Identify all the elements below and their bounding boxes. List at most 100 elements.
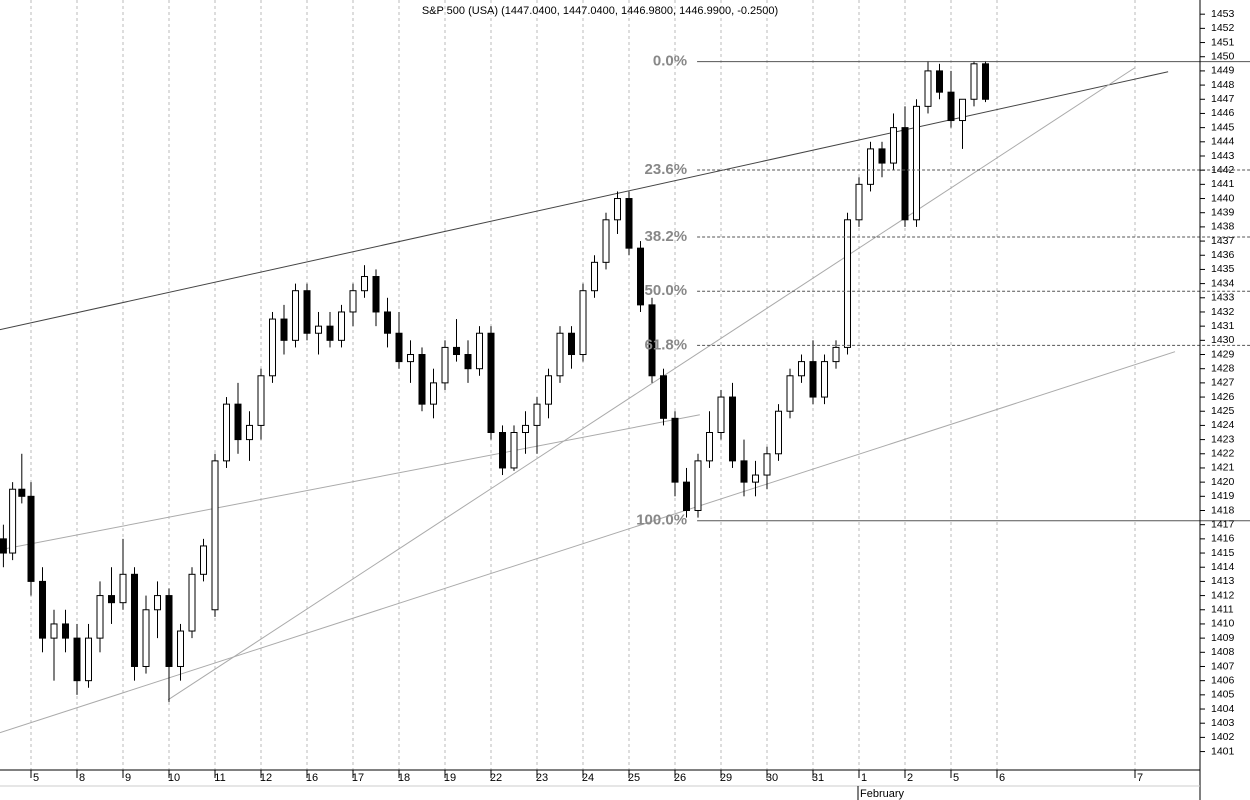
candle-body	[499, 432, 507, 469]
candle-body	[625, 198, 633, 249]
candle-body	[568, 332, 576, 356]
overlays	[0, 67, 1176, 734]
y-tick-label: 1418	[1211, 504, 1235, 516]
y-tick-label: 1432	[1211, 306, 1235, 318]
candle-body	[694, 460, 702, 511]
candle-body	[349, 290, 357, 313]
y-tick-label: 1451	[1211, 36, 1235, 48]
y-tick-label: 1449	[1211, 65, 1235, 77]
candle-body	[119, 573, 127, 604]
candle-body	[407, 354, 415, 363]
y-tick-label: 1443	[1211, 150, 1235, 162]
candle-body	[246, 424, 254, 441]
y-tick-label: 1434	[1211, 277, 1235, 289]
y-tick-label: 1448	[1211, 79, 1235, 91]
x-tick-label: 1	[861, 772, 867, 784]
candle-body	[292, 290, 300, 341]
candle-body	[729, 396, 737, 462]
candle-body	[234, 403, 242, 441]
candle-body	[959, 98, 967, 122]
y-tick-label: 1445	[1211, 121, 1235, 133]
candle-body	[798, 361, 806, 377]
candle-body	[430, 382, 438, 405]
candle-body	[9, 488, 17, 554]
candle-body	[752, 474, 760, 483]
candle-body	[165, 595, 173, 667]
candle-body	[602, 219, 610, 263]
candle-body	[464, 354, 472, 370]
y-tick-label: 1428	[1211, 362, 1235, 374]
y-tick-label: 1436	[1211, 249, 1235, 261]
candle-body	[418, 354, 426, 405]
candle-body	[844, 219, 852, 348]
x-tick-label: 23	[536, 772, 548, 784]
y-tick-label: 1450	[1211, 51, 1235, 63]
candle-body	[924, 70, 932, 107]
x-tick-label: 7	[1137, 772, 1143, 784]
candle-body	[142, 609, 150, 667]
y-tick-label: 1425	[1211, 405, 1235, 417]
candle-body	[50, 623, 58, 639]
candle-body	[326, 325, 334, 341]
candle-body	[177, 630, 185, 667]
candle-body	[39, 580, 47, 639]
y-tick-label: 1426	[1211, 391, 1235, 403]
trendline	[0, 71, 1169, 331]
candle-body	[188, 573, 196, 632]
candle-body	[660, 375, 668, 419]
y-tick-label: 1427	[1211, 377, 1235, 389]
candle-body	[591, 261, 599, 292]
candle-body	[131, 573, 139, 667]
x-tick-label: 5	[953, 772, 959, 784]
x-tick-label: 29	[720, 772, 732, 784]
candle-body	[96, 595, 104, 639]
candle-body	[890, 127, 898, 164]
candle-body	[200, 545, 208, 575]
candle-body	[280, 318, 288, 341]
y-tick-label: 1452	[1211, 22, 1235, 34]
x-tick-label: 6	[999, 772, 1005, 784]
candle-body	[510, 432, 518, 469]
candle-body	[637, 247, 645, 306]
x-tick-label: 2	[907, 772, 913, 784]
y-tick-label: 1429	[1211, 348, 1235, 360]
fib-level-label: 0.0%	[653, 53, 687, 70]
y-tick-label: 1419	[1211, 490, 1235, 502]
candle-body	[913, 105, 921, 221]
y-tick-label: 1413	[1211, 575, 1235, 587]
y-tick-label: 1441	[1211, 178, 1235, 190]
x-tick-label: 12	[260, 772, 272, 784]
candle-body	[257, 375, 265, 426]
x-tick-label: 25	[628, 772, 640, 784]
candle-body	[579, 290, 587, 356]
y-tick-label: 1437	[1211, 235, 1235, 247]
y-tick-label: 1446	[1211, 107, 1235, 119]
candle-body	[384, 311, 392, 334]
y-tick-label: 1406	[1211, 674, 1235, 686]
y-tick-label: 1424	[1211, 419, 1235, 431]
candle-body	[533, 403, 541, 426]
x-tick-label: 19	[444, 772, 456, 784]
x-tick-label: 9	[125, 772, 131, 784]
x-tick-label: 31	[812, 772, 824, 784]
trendline	[0, 351, 1176, 734]
candle-body	[211, 460, 219, 611]
y-tick-label: 1420	[1211, 476, 1235, 488]
candle-body	[706, 432, 714, 462]
y-tick-label: 1404	[1211, 703, 1235, 715]
y-tick-label: 1405	[1211, 689, 1235, 701]
y-tick-label: 1401	[1211, 745, 1235, 757]
candle-body	[0, 538, 7, 554]
y-tick-label: 1415	[1211, 547, 1235, 559]
candles	[0, 60, 990, 702]
fib-level-label: 50.0%	[645, 282, 688, 299]
candle-body	[671, 417, 679, 483]
y-tick-label: 1408	[1211, 646, 1235, 658]
y-tick-label: 1412	[1211, 589, 1235, 601]
y-tick-label: 1423	[1211, 433, 1235, 445]
y-tick-label: 1417	[1211, 518, 1235, 530]
y-tick-label: 1442	[1211, 164, 1235, 176]
trendline	[167, 67, 1136, 701]
